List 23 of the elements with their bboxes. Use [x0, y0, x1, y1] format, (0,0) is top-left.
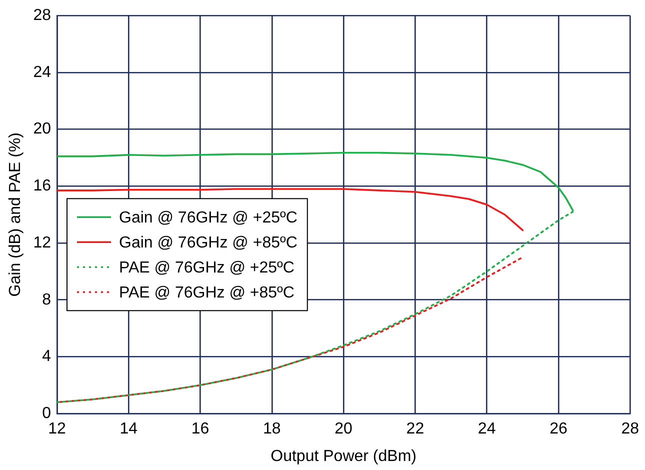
x-tick-label: 20 — [334, 420, 353, 438]
legend-label: Gain @ 76GHz @ +25ºC — [118, 210, 298, 227]
x-tick-label: 22 — [406, 420, 424, 438]
x-tick-label: 18 — [263, 420, 281, 438]
y-tick-label: 4 — [42, 348, 52, 366]
y-tick-label: 8 — [42, 291, 52, 308]
legend-label: PAE @ 76GHz @ +85ºC — [118, 284, 294, 302]
x-axis-title: Output Power (dBm) — [270, 448, 416, 465]
y-tick-label: 0 — [42, 405, 52, 422]
y-tick-label: 20 — [33, 120, 52, 138]
line-series — [56, 256, 524, 404]
y-axis-title: Gain (dB) and PAE (%) — [7, 132, 24, 297]
y-tick-label: 24 — [33, 64, 52, 81]
x-tick-label: 16 — [191, 420, 210, 438]
y-tick-label: 12 — [33, 234, 52, 252]
y-tick-label: 16 — [33, 178, 52, 195]
x-tick-label: 24 — [478, 420, 496, 438]
legend-label: Gain @ 76GHz @ +85ºC — [118, 234, 298, 252]
y-tick-label: 28 — [33, 7, 52, 24]
x-tick-label: 28 — [621, 420, 640, 438]
x-tick-label: 26 — [550, 420, 568, 438]
legend-label: PAE @ 76GHz @ +25ºC — [118, 260, 294, 277]
x-tick-label: 14 — [120, 420, 138, 438]
